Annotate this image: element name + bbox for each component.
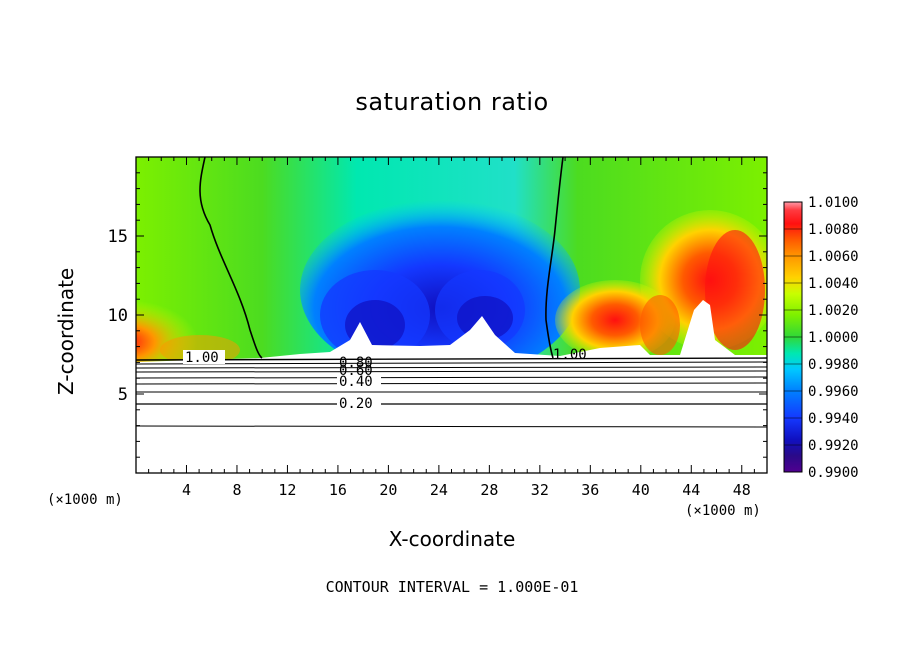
colorbar-label: 0.9920 (808, 438, 859, 454)
contour-label-left: 1.00 (185, 350, 219, 366)
y-tick-label: 15 (108, 227, 128, 247)
x-tick-label: 24 (430, 481, 448, 499)
heatmap-field (136, 157, 767, 473)
contour-line-1-right (545, 157, 564, 359)
colorbar-label: 0.9940 (808, 411, 859, 427)
x-tick-label: 44 (682, 481, 700, 499)
x-tick-label: 36 (581, 481, 599, 499)
colorbar-label: 1.0060 (808, 249, 859, 265)
colorbar-label: 1.0000 (808, 330, 859, 346)
contour-label-080: 0.80 (339, 355, 373, 371)
contour-label-right: 1.00 (553, 347, 587, 363)
x-unit-right: (×1000 m) (685, 503, 761, 519)
chart-title: saturation ratio (355, 88, 549, 116)
y-tick-label: 5 (118, 385, 128, 405)
colorbar-label: 1.0100 (808, 195, 859, 211)
x-tick-label: 20 (379, 481, 397, 499)
colorbar-label: 0.9900 (808, 465, 859, 481)
colorbar-label: 1.0040 (808, 276, 859, 292)
contour-interval-note: CONTOUR INTERVAL = 1.000E-01 (325, 578, 579, 596)
x-tick-label: 12 (278, 481, 296, 499)
y-axis-label: Z-coordinate (54, 267, 78, 395)
contour-labels: 1.00 1.00 0.80 0.60 0.40 0.20 (183, 347, 587, 412)
contour-label-020: 0.20 (339, 396, 373, 412)
x-tick-label: 40 (632, 481, 650, 499)
colorbar-label: 0.9960 (808, 384, 859, 400)
contour-line-1-left (199, 157, 263, 359)
masked-region (136, 300, 767, 473)
x-tick-label: 16 (329, 481, 347, 499)
colorbar-labels: 1.0100 1.0080 1.0060 1.0040 1.0020 1.0000 0.99… (784, 195, 859, 481)
colorbar-label: 1.0020 (808, 303, 859, 319)
x-unit-left: (×1000 m) (47, 492, 123, 508)
x-tick-label: 48 (733, 481, 751, 499)
x-tick-label: 28 (480, 481, 498, 499)
y-tick-label: 10 (108, 306, 128, 326)
colorbar-label: 1.0080 (808, 222, 859, 238)
contour-label-040: 0.40 (339, 374, 373, 390)
x-axis-label: X-coordinate (388, 527, 516, 551)
x-tick-label: 32 (531, 481, 549, 499)
x-tick-label: 8 (232, 481, 241, 499)
x-tick-label: 4 (182, 481, 191, 499)
colorbar-label: 0.9980 (808, 357, 859, 373)
